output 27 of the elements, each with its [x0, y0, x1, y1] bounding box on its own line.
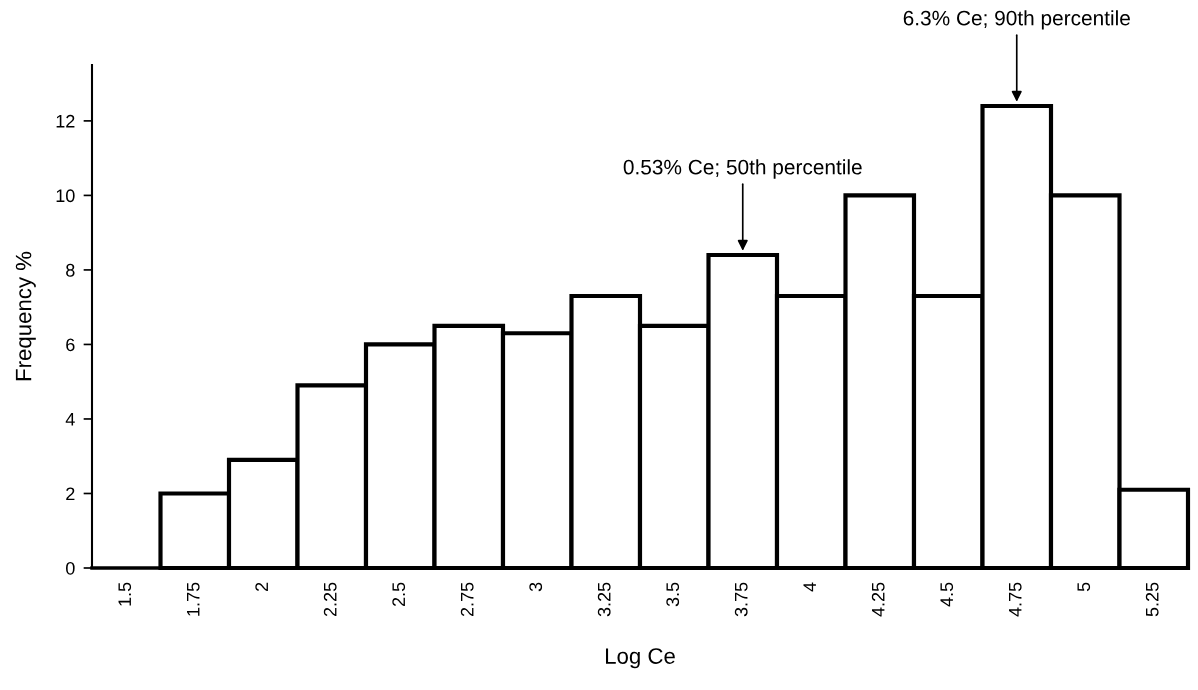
x-tick-label: 3.25 — [597, 582, 611, 617]
y-tick-label: 12 — [56, 114, 75, 128]
x-tick-label: 4.5 — [940, 582, 954, 607]
x-tick-label: 3.5 — [666, 582, 680, 607]
x-tick-label: 5 — [1077, 582, 1091, 592]
x-tick-label: 4 — [803, 582, 816, 592]
y-tick-label: 10 — [56, 189, 75, 203]
x-tick-label: 4.25 — [871, 582, 885, 617]
y-tick-label: 2 — [66, 487, 75, 501]
y-tick-label: 4 — [65, 413, 75, 426]
x-tick-label: 3 — [529, 582, 543, 592]
annotation: 0.53% Ce; 50th percentile — [623, 159, 862, 179]
y-tick-label: 8 — [66, 263, 75, 277]
annotation: 6.3% Ce; 90th percentile — [903, 10, 1130, 30]
y-tick-label: 0 — [66, 561, 75, 575]
x-tick-label: 1.5 — [118, 582, 132, 606]
x-tick-label: 2 — [255, 582, 268, 592]
x-tick-label: 2.25 — [323, 582, 337, 617]
x-tick-label: 1.75 — [187, 582, 200, 616]
x-axis-title: Log Ce — [606, 648, 675, 669]
y-axis-title: Frequency % — [15, 251, 36, 381]
y-tick-label: 6 — [66, 338, 75, 352]
x-tick-label: 5.25 — [1145, 582, 1159, 617]
x-tick-label: 4.75 — [1009, 582, 1022, 617]
x-tick-label: 2.5 — [392, 582, 406, 607]
x-tick-label: 3.75 — [734, 582, 748, 617]
x-tick-label: 2.75 — [460, 582, 474, 617]
